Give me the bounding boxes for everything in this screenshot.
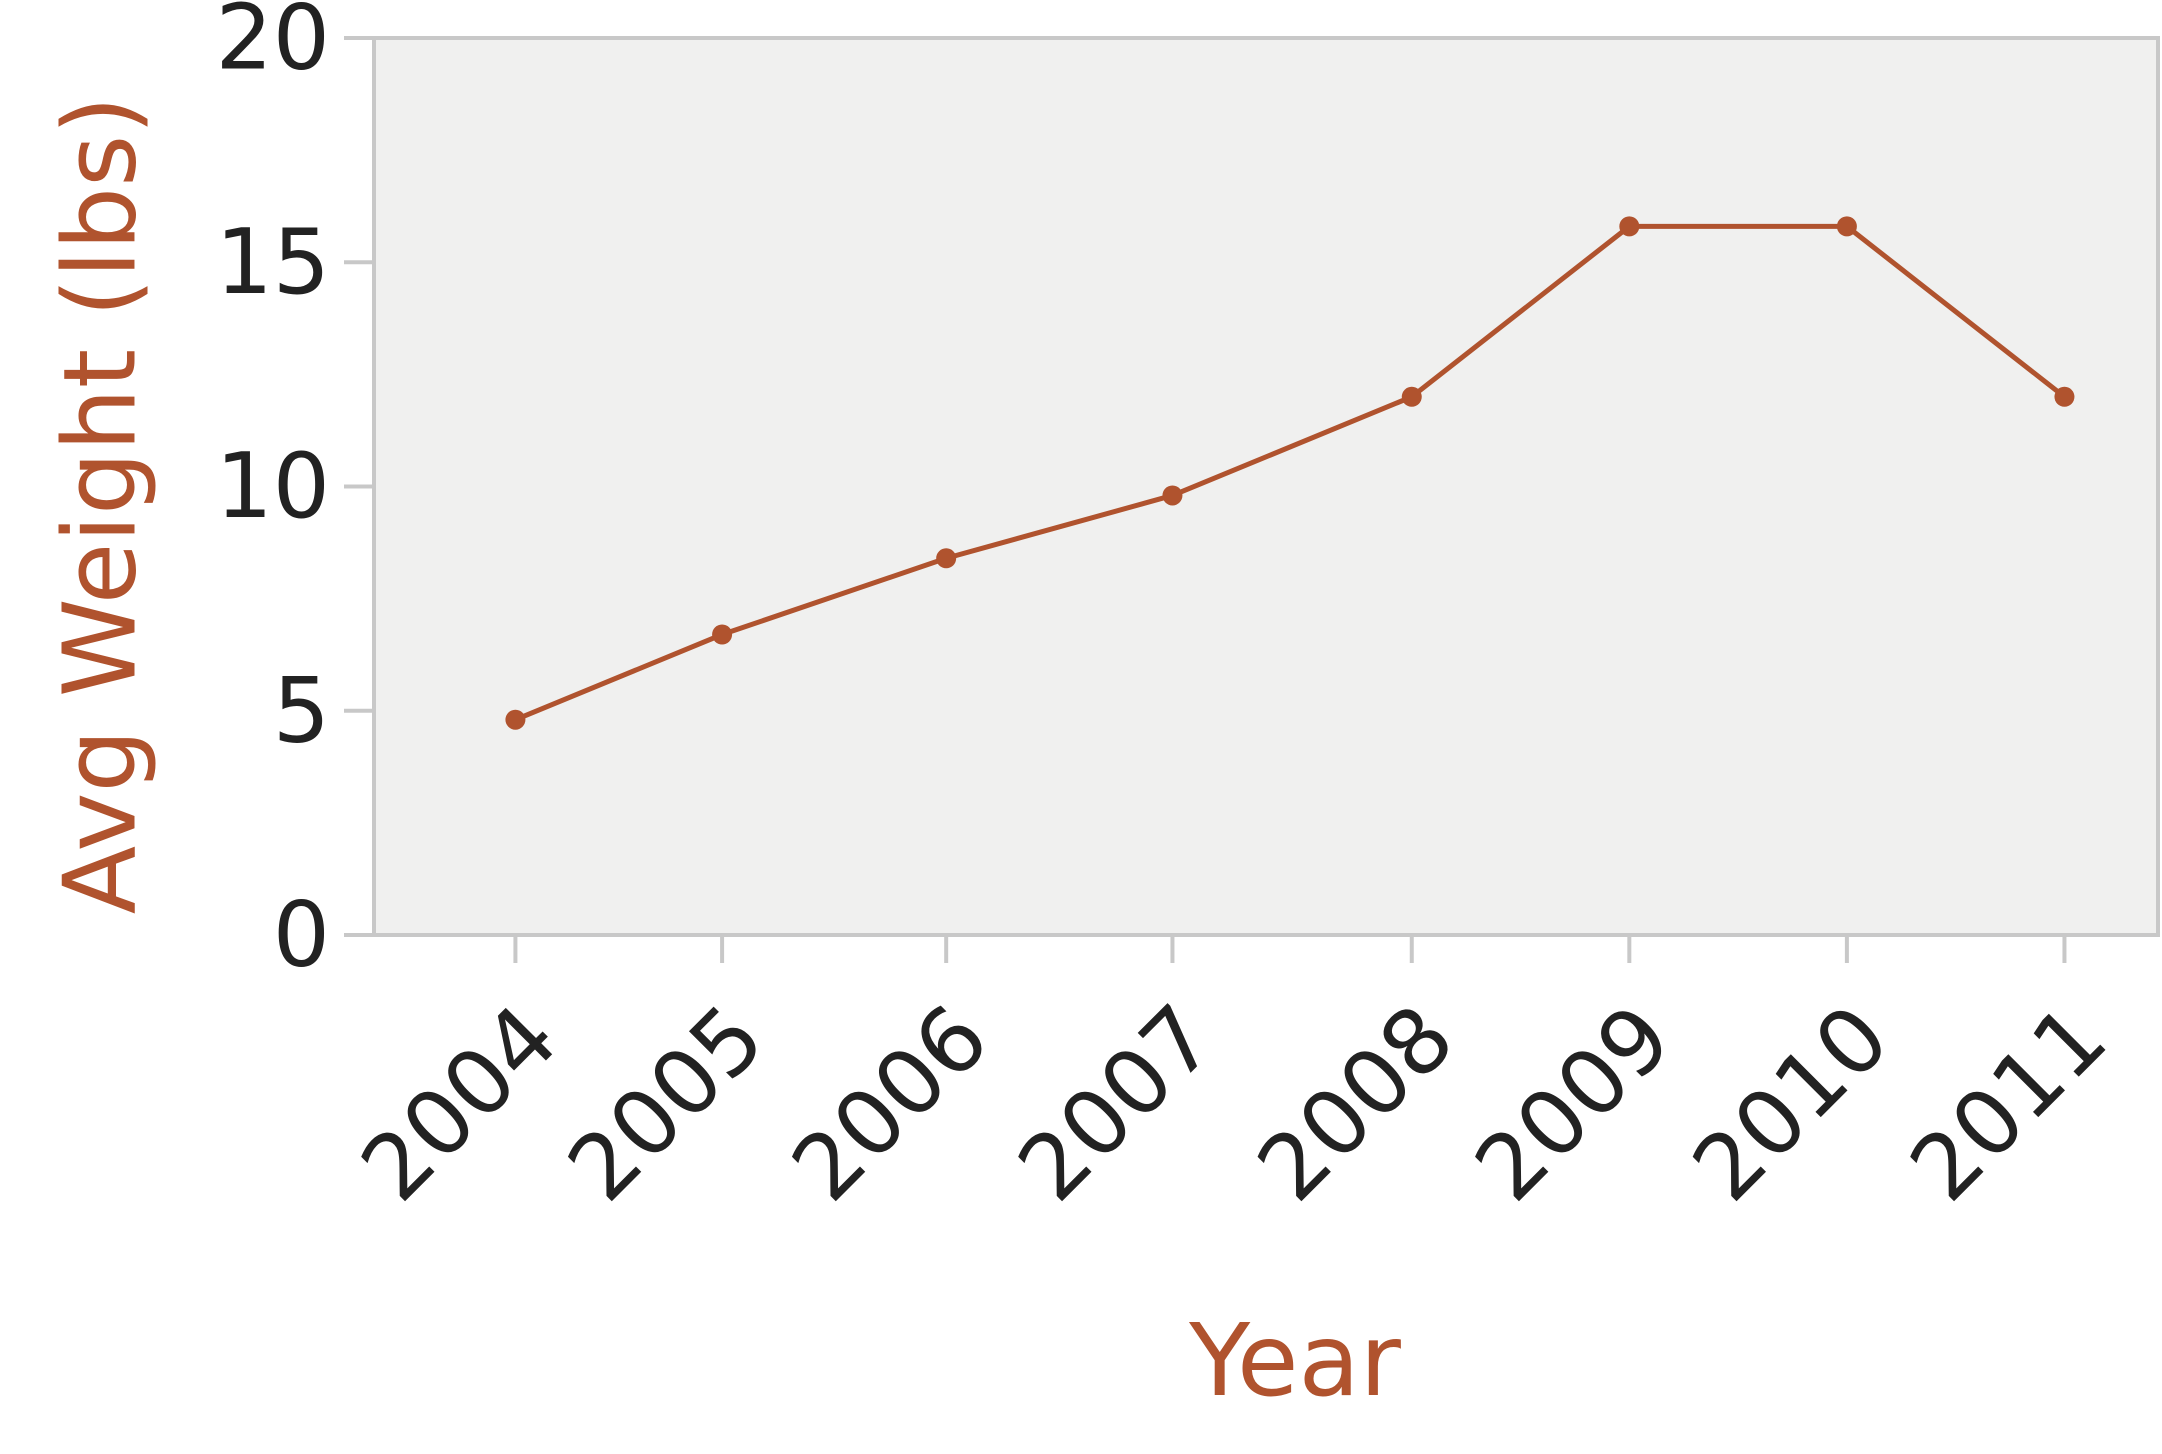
x-axis-title: Year [1188,1302,1402,1419]
data-point [1836,216,1857,237]
x-tick-label: 2008 [1238,985,1474,1221]
plot-area [372,36,2160,937]
y-tick-label: 10 [215,434,330,539]
y-tick-label: 15 [215,210,330,315]
data-point [712,624,733,645]
series-line [514,223,2066,723]
data-point [1401,386,1422,407]
x-tick-label: 2004 [342,985,578,1221]
x-tick-label: 2006 [772,985,1008,1221]
y-axis-title: Avg Weight (lbs) [42,96,159,915]
data-point [505,709,526,730]
y-tick-label: 5 [273,658,330,763]
data-point [1619,216,1640,237]
x-tick-label: 2011 [1891,985,2127,1221]
series-layer [505,216,2075,730]
x-tick-label: 2007 [999,985,1235,1221]
x-tick-label: 2005 [548,985,784,1221]
data-point [2054,386,2075,407]
y-axis: 0 5 10 15 20 [215,0,374,988]
y-tick-label: 20 [215,0,330,91]
x-tick-label: 2010 [1673,985,1909,1221]
x-tick-label: 2009 [1456,985,1692,1221]
data-point [936,548,957,569]
data-point [1162,485,1183,506]
y-tick-label: 0 [273,883,330,988]
